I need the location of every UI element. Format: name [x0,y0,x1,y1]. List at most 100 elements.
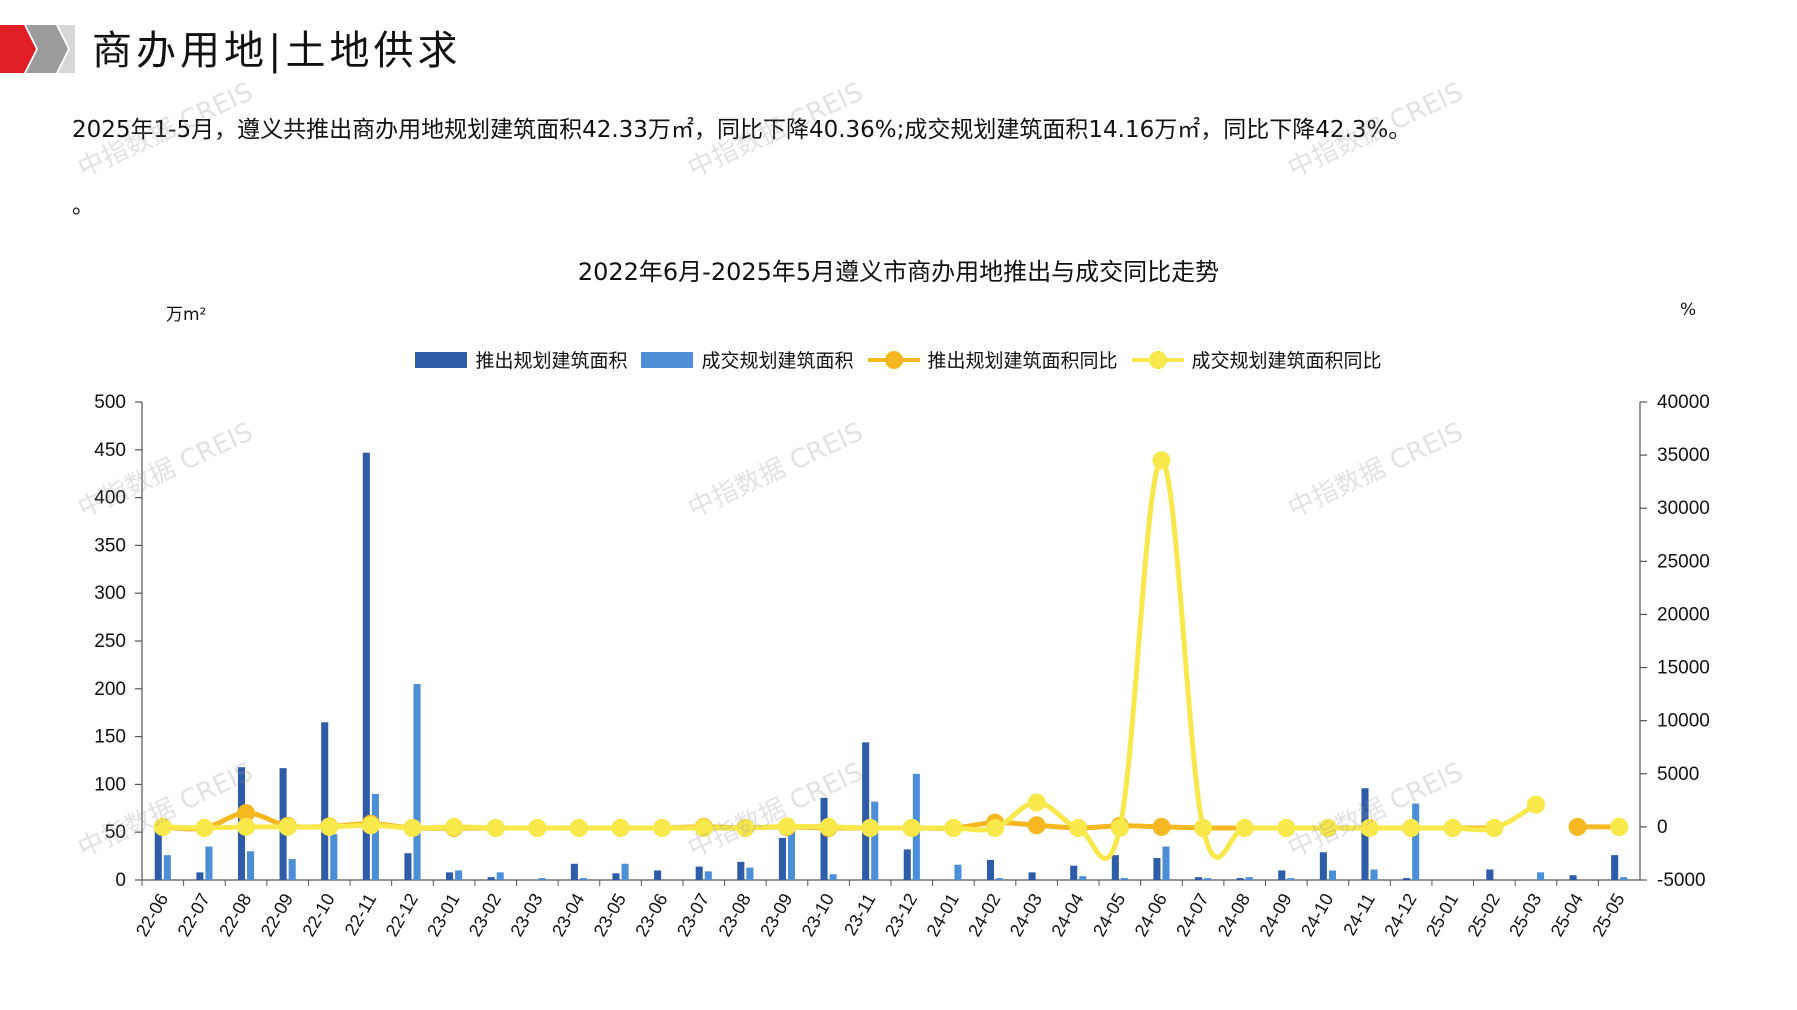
launched-yoy-point [1027,816,1046,835]
sold-yoy-point [694,818,713,837]
x-tick-label: 22-06 [132,890,172,940]
bar-sold-area [871,801,879,880]
bar-launched-area [654,870,662,880]
x-tick-label: 24-04 [1047,890,1087,940]
x-tick-label: 23-01 [423,890,463,940]
chart-plot: 0 50 100 150 200 250 300 350 400 450 500 -5000 0 5000… [94,392,1710,940]
bar-sold-area [455,870,463,880]
sold-yoy-point [1610,817,1629,836]
legend-item-launched-area: 推出规划建筑面积 [415,346,627,373]
bar-sold-area [621,863,629,880]
legend-item-sold-yoy: 成交规划建筑面积同比 [1131,346,1382,373]
legend-label-launched-yoy: 推出规划建筑面积同比 [927,350,1118,372]
x-tick-label: 25-05 [1588,890,1628,940]
x-tick-label: 24-09 [1255,890,1295,940]
bar-launched-area [1611,855,1619,880]
bar-sold-area [579,878,587,880]
legend-swatch-launched [415,351,468,368]
bar-launched-area [820,797,828,880]
chart-title: 2022年6月-2025年5月遵义市商办用地推出与成交同比走势 [577,258,1220,286]
sold-yoy-point [1402,818,1421,837]
bar-launched-area [196,872,204,880]
launched-yoy-point [1152,817,1171,836]
right-tick-label: 30000 [1657,498,1710,519]
sold-yoy-point [195,818,214,837]
sold-yoy-point [445,817,464,836]
bar-launched-area [1403,878,1411,880]
x-tick-label: 24-06 [1131,890,1171,940]
x-tick-label: 22-10 [298,890,338,940]
sold-yoy-point [944,818,963,837]
x-tick-label: 24-05 [1089,890,1129,940]
header-logo-mark [0,25,75,73]
bar-sold-area [996,878,1004,880]
sold-yoy-point [1485,818,1504,837]
x-tick-label: 24-03 [1006,890,1046,940]
sold-yoy-point [361,816,380,835]
x-tick-label: 22-11 [341,890,381,939]
bar-launched-area [1278,870,1286,880]
left-axis-unit: 万m² [166,305,207,325]
bar-sold-area [954,864,962,880]
sold-yoy-point [1443,818,1462,837]
chart-legend: 推出规划建筑面积 成交规划建筑面积 推出规划建筑面积同比 成交规划建筑面积同比 [0,346,1797,373]
summary-trailing-mark: 。 [72,194,95,219]
bar-sold-area [247,851,255,880]
x-tick-label: 24-07 [1172,890,1212,940]
bar-launched-area [986,859,995,880]
bar-launched-area [487,877,495,880]
x-tick-label: 23-02 [465,890,505,940]
bar-sold-area [1287,878,1295,880]
sold-yoy-point [569,818,588,837]
sold-yoy-point [1194,818,1213,837]
left-tick-label: 500 [94,392,126,413]
x-tick-label: 23-11 [840,890,880,939]
bar-sold-area [1245,877,1253,880]
bar-sold-area [787,822,796,880]
bar-sold-area [496,872,504,880]
sold-yoy-point [736,818,755,837]
bar-launched-area [737,861,745,880]
right-tick-label: 0 [1657,817,1668,838]
x-tick-label: 24-11 [1339,890,1379,939]
x-tick-label: 23-12 [881,890,921,940]
bar-sold-area [704,871,712,880]
bar-sold-area [1620,877,1628,880]
sold-yoy-point [237,817,256,836]
bar-launched-area [1195,877,1203,880]
bar-sold-area [413,684,421,880]
sold-yoy-point [1318,818,1337,837]
x-tick-label: 23-09 [756,890,796,940]
x-tick-label: 25-03 [1505,890,1545,940]
bar-launched-area [778,837,786,880]
x-tick-label: 24-02 [964,890,1004,940]
bar-sold-area [746,867,754,880]
bar-launched-area [903,849,911,880]
x-tick-label: 25-04 [1547,890,1587,940]
x-tick-label: 23-10 [798,890,838,940]
sold-yoy-point [1069,818,1088,837]
legend-swatch-sold [641,351,694,368]
sold-yoy-point [777,817,796,836]
sold-yoy-point [1027,793,1046,812]
sold-yoy-point [1152,451,1171,470]
bar-launched-area [612,873,620,880]
bar-launched-area [321,722,329,880]
bar-sold-area [163,855,171,880]
x-tick-label: 22-08 [215,890,255,940]
legend-swatch-launched-yoy [867,350,920,369]
x-tick-label: 25-01 [1422,890,1462,940]
sold-yoy-point [986,818,1005,837]
sold-yoy-point [861,818,880,837]
bar-sold-area [1412,803,1420,880]
bar-sold-area [1079,876,1087,880]
legend-swatch-sold-yoy [1131,350,1184,369]
bar-launched-area [446,872,454,880]
bar-launched-area [362,452,370,880]
bar-sold-area [330,834,338,880]
right-tick-label: 35000 [1657,445,1710,466]
x-tick-label: 24-08 [1214,890,1254,940]
bar-sold-area [288,858,296,880]
sold-yoy-point [528,818,547,837]
left-tick-label: 200 [94,679,126,700]
